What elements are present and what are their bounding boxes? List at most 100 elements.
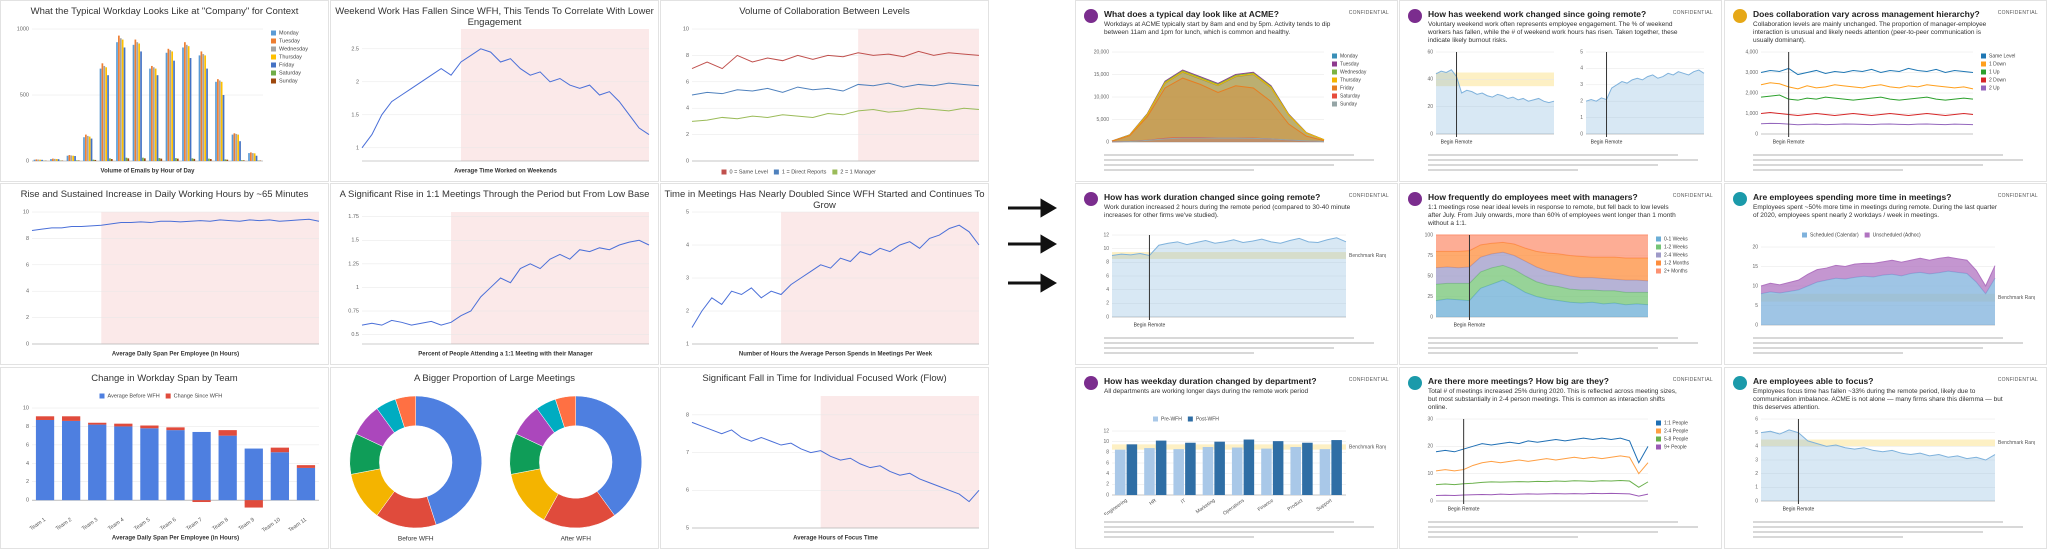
y-tick-label: 1.25 xyxy=(348,261,359,267)
footnote-line xyxy=(1753,164,1983,166)
legend-label: 1-2 Months xyxy=(1664,260,1690,266)
y-tick-label: 4 xyxy=(26,289,29,295)
bar xyxy=(37,159,40,161)
legend-swatch xyxy=(1656,244,1661,250)
series-line xyxy=(691,421,980,503)
bar xyxy=(233,133,236,161)
y-tick-label: 10 xyxy=(683,26,689,32)
series-line xyxy=(1435,455,1649,475)
y-tick-label: 6 xyxy=(686,488,689,494)
bar xyxy=(202,54,205,161)
y-tick-label: 2.5 xyxy=(351,46,359,52)
bar xyxy=(33,159,36,161)
y-tick-label: 20 xyxy=(1427,104,1433,110)
legend-swatch xyxy=(1656,236,1661,242)
bar xyxy=(142,157,144,161)
bar xyxy=(1272,441,1284,495)
legend-label: Tuesday xyxy=(279,38,300,44)
y-tick-label: 50 xyxy=(1427,273,1433,279)
bar xyxy=(94,159,97,161)
bar xyxy=(125,157,128,161)
legend-label: 2 = 1 Manager xyxy=(840,169,876,175)
legend-swatch xyxy=(1153,416,1158,422)
footnote-line xyxy=(1104,526,1374,528)
bar xyxy=(134,39,137,161)
marker-label: Begin Remote xyxy=(1441,139,1473,145)
bar xyxy=(118,35,120,161)
chart: Before WFH xyxy=(349,395,482,543)
bar xyxy=(41,159,43,161)
x-tick-label: Team 2 xyxy=(55,517,73,532)
series-line xyxy=(691,224,980,328)
bar xyxy=(270,447,289,453)
series-line xyxy=(1760,82,1974,90)
slide-panel: How has weekend work changed since going… xyxy=(1399,0,1722,182)
legend-label: 0 = Same Level xyxy=(730,169,768,175)
footnote-line xyxy=(1104,531,1334,533)
chart: Benchmark Range 0 2 4 6 8 10 12 Engineering HR IT M… xyxy=(1103,416,1386,515)
icon xyxy=(1408,9,1422,23)
marker-label: Begin Remote xyxy=(1454,322,1486,328)
area-fill xyxy=(1436,69,1554,134)
slide-text: Total # of meetings increased 25% during… xyxy=(1428,388,1677,411)
bar xyxy=(123,47,126,162)
y-tick-label: 0 xyxy=(1430,314,1433,320)
x-tick-label: Engineering xyxy=(1103,498,1128,515)
bar xyxy=(1243,439,1255,495)
bar xyxy=(241,160,243,161)
y-tick-label: 2,000 xyxy=(1745,90,1758,96)
remote-period-shade xyxy=(820,396,979,528)
x-axis-label: Average Time Worked on Weekends xyxy=(454,169,557,175)
y-tick-label: 6 xyxy=(26,262,29,268)
legend-label: Wednesday xyxy=(1340,69,1367,75)
y-tick-label: 75 xyxy=(1427,253,1433,259)
bar xyxy=(218,435,237,501)
y-tick-label: 2 xyxy=(26,315,29,321)
slide-title: What does a typical day look like at ACM… xyxy=(1104,9,1279,19)
bar xyxy=(86,135,89,161)
icon xyxy=(1733,376,1747,390)
bar xyxy=(151,65,153,161)
icon xyxy=(1408,192,1422,206)
panel-title: Rise and Sustained Increase in Daily Wor… xyxy=(20,189,309,200)
legend-label: 2-4 People xyxy=(1664,428,1688,434)
legend-label: Friday xyxy=(1340,85,1354,91)
footnote-line xyxy=(1753,337,2003,339)
slide-panel: How has work duration changed since goin… xyxy=(1075,183,1398,365)
legend-label: Change Since WFH xyxy=(174,393,223,399)
slide-panel: Does collaboration vary across managemen… xyxy=(1724,0,2047,182)
x-tick-label: Team 4 xyxy=(107,517,125,532)
footnote-line xyxy=(1753,521,2003,523)
bar xyxy=(270,452,289,501)
bar xyxy=(208,158,210,161)
arrows xyxy=(1008,198,1057,293)
legend-label: Monday xyxy=(279,30,299,36)
bar xyxy=(166,427,185,431)
y-tick-label: 20,000 xyxy=(1094,49,1110,55)
bar xyxy=(175,158,177,161)
legend-swatch xyxy=(1981,85,1986,91)
bar xyxy=(57,159,60,161)
slide-text: Employees focus time has fallen ~33% dur… xyxy=(1753,388,2003,411)
confidential-tag: CONFIDENTIAL xyxy=(1997,193,2038,199)
legend-label: 2-4 Weeks xyxy=(1664,252,1688,258)
legend-label: Pre-WFH xyxy=(1161,416,1182,422)
legend-label: Average Before WFH xyxy=(108,393,160,399)
confidential-tag: CONFIDENTIAL xyxy=(1672,193,1713,199)
bar xyxy=(77,160,80,161)
legend-label: 2+ Months xyxy=(1664,268,1688,274)
bar xyxy=(160,158,163,161)
bar xyxy=(231,134,234,161)
series-line xyxy=(361,48,650,149)
bar xyxy=(1173,449,1184,495)
legend-label: 1:1 People xyxy=(1664,420,1688,426)
footnote-line xyxy=(1428,164,1658,166)
y-tick-label: 0 xyxy=(1755,131,1758,137)
legend-swatch xyxy=(773,169,779,175)
x-tick-label: Team 3 xyxy=(81,517,99,532)
y-tick-label: 0 xyxy=(1755,498,1758,504)
panel-title: Time in Meetings Has Nearly Doubled Sinc… xyxy=(664,189,985,211)
x-tick-label: IT xyxy=(1180,498,1187,505)
legend-swatch xyxy=(1864,232,1870,238)
series-line xyxy=(1760,67,1974,76)
